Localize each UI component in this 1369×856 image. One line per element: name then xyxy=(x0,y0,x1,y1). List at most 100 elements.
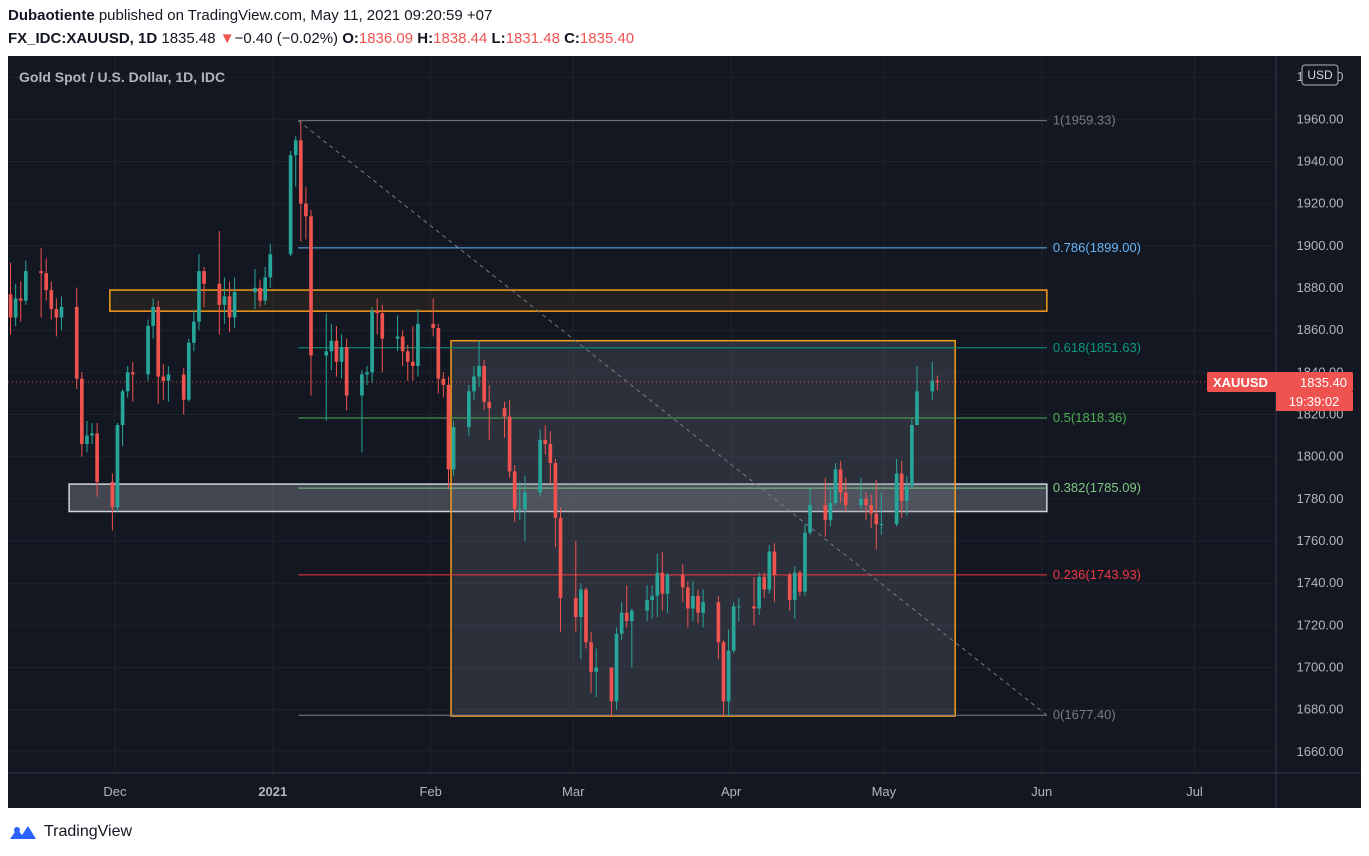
candle-body xyxy=(752,606,756,609)
candle-body xyxy=(930,380,935,392)
candle-body xyxy=(436,328,441,379)
y-tick-label: 1740.00 xyxy=(1297,575,1344,590)
range-box xyxy=(450,339,956,717)
candle-body xyxy=(507,416,512,472)
chart-area[interactable]: 1(1959.33) 0.786(1899.00) 0.618(1851.63) 0.… xyxy=(8,56,1361,808)
candle-body xyxy=(502,408,507,417)
candle-body xyxy=(298,140,303,204)
candle-body xyxy=(517,509,522,511)
author-name[interactable]: Dubaotiente xyxy=(8,7,95,24)
grid xyxy=(8,56,1276,773)
candle-body xyxy=(736,606,741,608)
candle-body xyxy=(792,572,797,601)
x-tick-label: Jun xyxy=(1031,784,1052,799)
fib-label-0: 0(1677.40) xyxy=(1053,707,1116,722)
candle-body xyxy=(8,294,13,318)
price-chart[interactable]: 1(1959.33) 0.786(1899.00) 0.618(1851.63) 0.… xyxy=(8,56,1361,808)
candle-body xyxy=(935,380,940,383)
candle-body xyxy=(95,433,99,482)
fib-label-0.786: 0.786(1899.00) xyxy=(1053,240,1141,255)
last-price-symbol: XAUUSD xyxy=(1213,375,1268,390)
resistance-zone xyxy=(109,289,1048,312)
candle-body xyxy=(339,347,344,362)
candle-body xyxy=(859,498,863,506)
close-label: C: xyxy=(564,30,580,47)
candle-body xyxy=(49,290,54,310)
candle-body xyxy=(624,612,629,622)
candle-body xyxy=(864,498,868,506)
y-tick-label: 1900.00 xyxy=(1297,238,1344,253)
candle-body xyxy=(344,347,349,396)
candle-body xyxy=(721,642,726,702)
fibonacci-retracement[interactable]: 1(1959.33) 0.786(1899.00) 0.618(1851.63) 0.… xyxy=(297,113,1141,723)
candle-body xyxy=(899,473,904,501)
candle-body xyxy=(227,296,232,318)
candle-body xyxy=(548,444,553,464)
y-tick-label: 1940.00 xyxy=(1297,153,1344,168)
candle-body xyxy=(263,277,267,301)
candle-body xyxy=(268,254,273,278)
tradingview-logo[interactable]: TradingView xyxy=(8,823,132,841)
high-label: H: xyxy=(417,30,434,47)
candle-body xyxy=(23,271,28,301)
footer: TradingView xyxy=(0,808,1369,856)
candle-body xyxy=(253,287,257,293)
x-tick-label: Mar xyxy=(562,784,585,799)
symbol-label: FX_IDC:XAUUSD, 1D xyxy=(8,30,158,47)
ohlc-legend: FX_IDC:XAUUSD, 1D 1835.48 ▼−0.40 (−0.02%… xyxy=(8,30,634,47)
candle-body xyxy=(594,667,599,672)
candle-body xyxy=(787,574,792,601)
candle-body xyxy=(609,667,614,702)
fib-label-0.618: 0.618(1851.63) xyxy=(1053,340,1141,355)
candle-body xyxy=(543,439,548,445)
candle-body xyxy=(90,433,94,436)
candle-body xyxy=(365,372,369,375)
candle-body xyxy=(202,271,206,284)
candle-body xyxy=(553,463,558,518)
candle-body xyxy=(441,378,446,385)
candle-body xyxy=(803,532,807,592)
candle-body xyxy=(405,351,410,362)
published-text: published on TradingView.com, May 11, 20… xyxy=(94,7,493,24)
countdown-tag xyxy=(1276,392,1353,412)
candle-body xyxy=(288,155,293,255)
candle-body xyxy=(645,600,649,611)
candle-body xyxy=(910,425,914,487)
candle-body xyxy=(120,391,125,426)
candle-body xyxy=(655,572,660,596)
x-tick-label: Dec xyxy=(103,784,127,799)
y-tick-label: 1880.00 xyxy=(1297,280,1344,295)
currency-label[interactable]: USD xyxy=(1307,68,1333,82)
candle-body xyxy=(416,323,420,366)
candle-body xyxy=(619,612,624,634)
x-tick-label: 2021 xyxy=(258,784,287,799)
candle-body xyxy=(18,298,23,301)
candle-body xyxy=(904,486,909,501)
candle-body xyxy=(13,298,18,318)
y-tick-label: 1720.00 xyxy=(1297,617,1344,632)
last-price-value: 1835.40 xyxy=(1300,375,1347,390)
candle-body xyxy=(828,503,833,520)
candle-body xyxy=(370,311,374,373)
candle-body xyxy=(395,336,400,339)
candle-body xyxy=(614,633,619,702)
candle-body xyxy=(360,374,364,396)
x-tick-label: Apr xyxy=(721,784,742,799)
candle-body xyxy=(701,602,705,613)
y-tick-label: 1860.00 xyxy=(1297,322,1344,337)
candle-body xyxy=(186,342,191,400)
time-axis[interactable]: Dec 2021 Feb Mar Apr May Jun Jul xyxy=(103,784,1203,799)
down-arrow-icon: ▼ xyxy=(219,30,235,47)
open-label: O: xyxy=(342,30,359,47)
low-value: 1831.48 xyxy=(505,30,560,47)
y-tick-label: 1660.00 xyxy=(1297,744,1344,759)
candle-body xyxy=(685,587,690,609)
close-value: 1835.40 xyxy=(579,30,635,47)
x-tick-label: Feb xyxy=(419,784,441,799)
y-tick-label: 1920.00 xyxy=(1297,196,1344,211)
currency-button[interactable] xyxy=(1301,64,1339,86)
candle-body xyxy=(538,439,542,493)
support-zone xyxy=(68,483,1048,513)
candle-body xyxy=(217,283,222,305)
open-value: 1836.09 xyxy=(358,30,414,47)
